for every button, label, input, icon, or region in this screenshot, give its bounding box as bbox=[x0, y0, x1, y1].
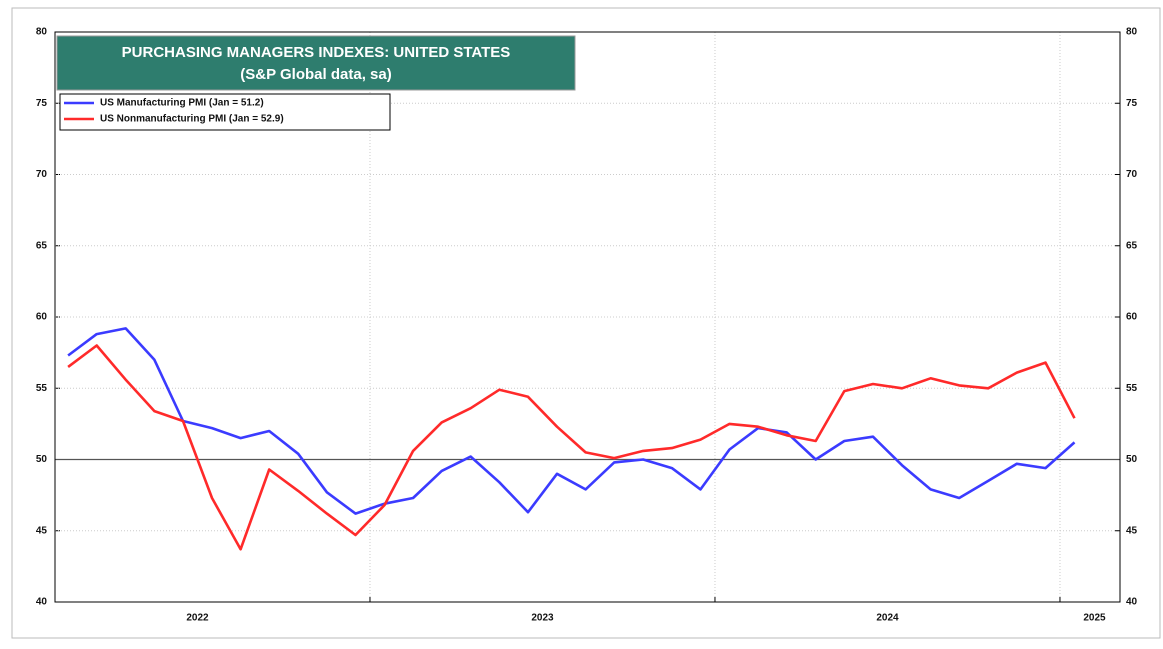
legend-label: US Nonmanufacturing PMI (Jan = 52.9) bbox=[100, 114, 284, 125]
y-tick-label: 65 bbox=[36, 240, 48, 251]
y-tick-label: 40 bbox=[36, 597, 48, 608]
series-line bbox=[67, 344, 1076, 551]
chart-subtitle: (S&P Global data, sa) bbox=[240, 66, 391, 83]
y-tick-label: 75 bbox=[36, 98, 48, 109]
y-tick-label: 50 bbox=[36, 454, 48, 465]
x-tick-label: 2022 bbox=[186, 613, 209, 624]
y-tick-label: 80 bbox=[36, 27, 48, 38]
x-tick-label: 2023 bbox=[531, 613, 554, 624]
y-tick-label: 55 bbox=[36, 383, 48, 394]
series-line bbox=[67, 327, 1076, 515]
legend-box bbox=[59, 93, 391, 131]
y2-tick-label: 50 bbox=[1126, 454, 1138, 465]
x-tick-label: 2024 bbox=[876, 613, 899, 624]
y2-tick-label: 70 bbox=[1126, 169, 1138, 180]
plot-frame bbox=[54, 31, 1121, 603]
y2-tick-label: 40 bbox=[1126, 597, 1138, 608]
chart-title: PURCHASING MANAGERS INDEXES: UNITED STAT… bbox=[122, 44, 511, 61]
title-box bbox=[56, 35, 576, 91]
y2-tick-label: 65 bbox=[1126, 240, 1138, 251]
y-tick-label: 45 bbox=[36, 525, 48, 536]
y2-tick-label: 60 bbox=[1126, 312, 1138, 323]
legend-label: US Manufacturing PMI (Jan = 51.2) bbox=[100, 98, 264, 109]
y2-tick-label: 55 bbox=[1126, 383, 1138, 394]
y2-tick-label: 80 bbox=[1126, 27, 1138, 38]
y-tick-label: 70 bbox=[36, 169, 48, 180]
y2-tick-label: 45 bbox=[1126, 525, 1138, 536]
y-tick-label: 60 bbox=[36, 312, 48, 323]
y2-tick-label: 75 bbox=[1126, 98, 1138, 109]
x-tick-label: 2025 bbox=[1083, 613, 1106, 624]
